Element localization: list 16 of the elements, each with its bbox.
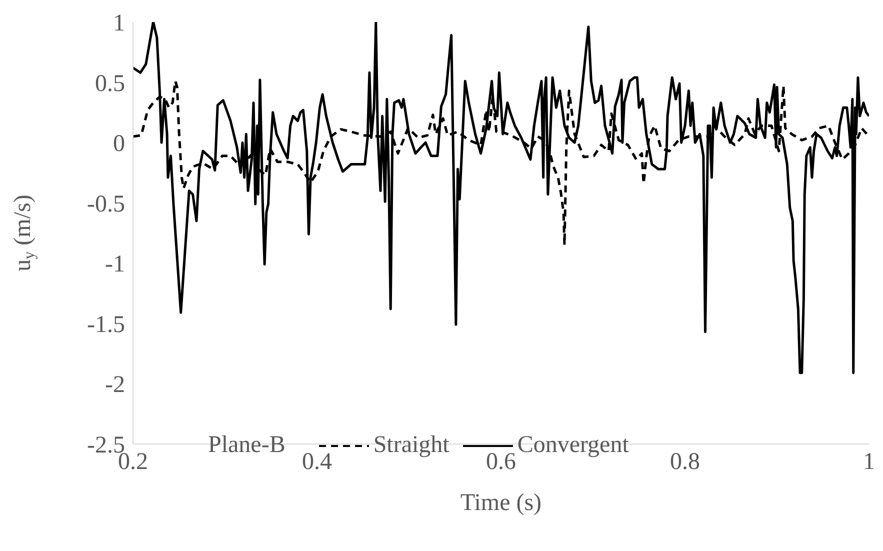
- y-tick-label: -1.5: [87, 312, 125, 338]
- y-tick-label: -2: [105, 372, 125, 398]
- x-tick-label: 0.4: [302, 449, 332, 476]
- x-axis-title: Time (s): [460, 490, 542, 516]
- x-tick-label: 1: [863, 449, 875, 476]
- legend-label: Straight: [373, 432, 450, 459]
- line-series: [133, 22, 869, 374]
- y-tick-label: 0: [113, 131, 125, 158]
- y-tick-label: -1: [105, 252, 125, 278]
- annotation: Plane-B: [208, 432, 286, 459]
- y-tick-label: 0.5: [95, 70, 125, 97]
- x-tick-label: 0.6: [486, 449, 516, 476]
- legend-label: Convergent: [517, 432, 629, 459]
- y-tick-label: -0.5: [87, 191, 125, 218]
- y-tick-label: 1: [113, 10, 125, 37]
- x-tick-label: 0.8: [670, 449, 700, 476]
